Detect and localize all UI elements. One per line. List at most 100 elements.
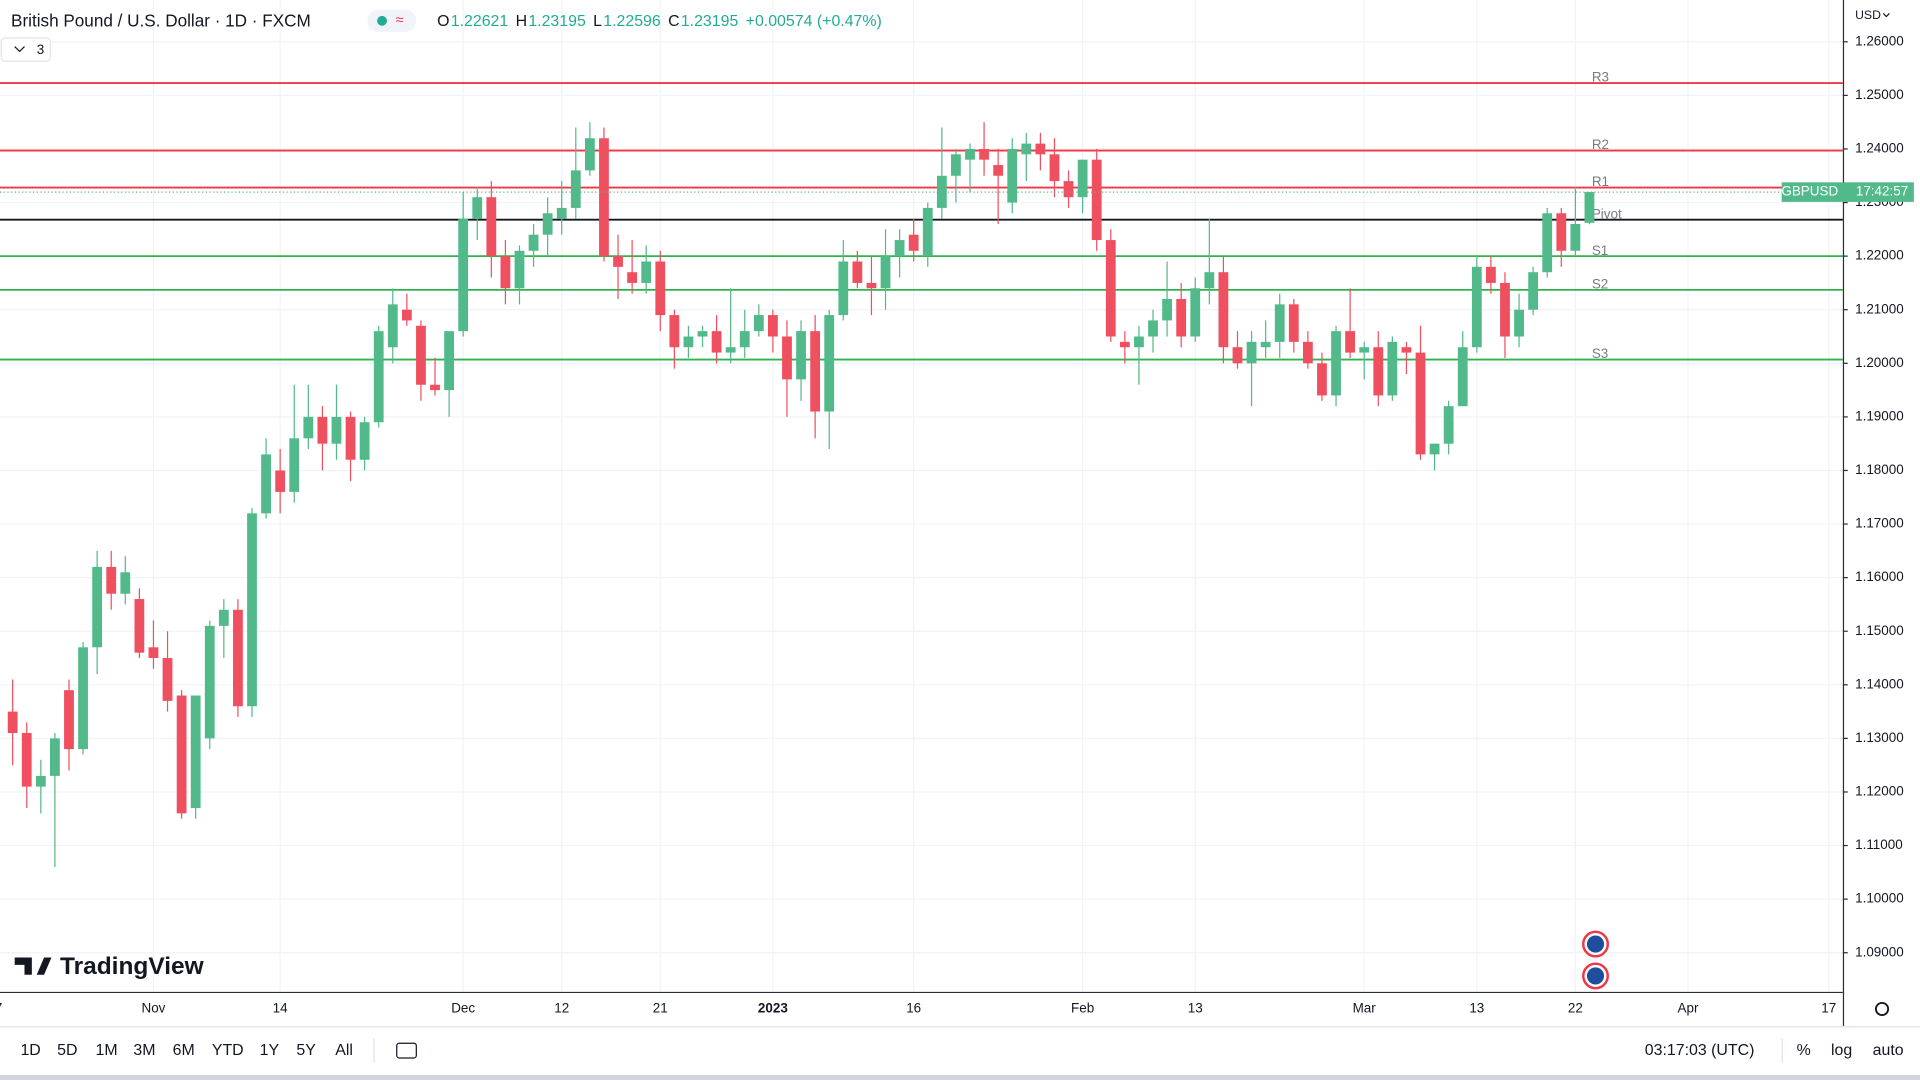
x-tick-label: 14 xyxy=(273,1001,288,1016)
candle-body xyxy=(697,331,708,337)
candle-body xyxy=(1260,341,1271,348)
candle-body xyxy=(176,695,187,814)
logo-text: TradingView xyxy=(60,953,205,980)
y-tick-label: 1.13000 xyxy=(1855,730,1904,745)
candle-body xyxy=(303,416,314,439)
candle-body xyxy=(500,256,511,289)
range-button[interactable]: 1D xyxy=(20,1042,40,1059)
ohlc-value: 1.22596 xyxy=(603,13,661,30)
candle-body xyxy=(824,315,835,412)
candle-body xyxy=(613,256,623,267)
candle-body xyxy=(683,336,694,348)
x-tick-label: 22 xyxy=(1568,1001,1583,1016)
candle-body xyxy=(1021,143,1032,155)
range-button[interactable]: 5Y xyxy=(296,1042,316,1059)
candle-body xyxy=(64,690,74,750)
ohlc-label: O xyxy=(437,13,449,30)
candle-body xyxy=(1500,282,1510,337)
auto-toggle[interactable]: auto xyxy=(1873,1042,1904,1059)
y-tick-label: 1.16000 xyxy=(1855,569,1904,584)
delay-icon: ≈ xyxy=(396,13,404,29)
candle-body xyxy=(655,261,666,316)
percent-toggle[interactable]: % xyxy=(1797,1042,1811,1059)
candle-body xyxy=(922,207,933,257)
range-button[interactable]: YTD xyxy=(212,1042,244,1059)
date-range-icon[interactable] xyxy=(396,1042,417,1059)
range-button[interactable]: 3M xyxy=(133,1042,155,1059)
ohlc-value: 1.23195 xyxy=(528,13,586,30)
range-button[interactable]: All xyxy=(335,1042,353,1059)
range-buttons: 1D 5D 1M 3M 6M YTD 1Y 5Y All xyxy=(20,1042,352,1059)
y-tick-label: 1.24000 xyxy=(1855,141,1904,156)
candle-body xyxy=(1119,341,1130,348)
candle-body xyxy=(430,384,440,391)
ohlc-value: 1.22621 xyxy=(451,13,509,30)
candle-body xyxy=(204,625,215,739)
grid xyxy=(0,0,1843,992)
flag-icon xyxy=(1586,967,1605,985)
candle-body xyxy=(401,309,412,321)
range-button[interactable]: 1M xyxy=(95,1042,117,1059)
candle-body xyxy=(78,647,88,750)
candle-body xyxy=(1190,288,1201,337)
candle-body xyxy=(1528,272,1539,310)
candle-body xyxy=(739,331,750,348)
candle-body xyxy=(528,234,539,251)
ohlc-label: L xyxy=(593,13,602,30)
change: +0.00574 (+0.47%) xyxy=(746,13,882,30)
candle-body xyxy=(570,170,581,208)
candle-body xyxy=(1232,347,1243,364)
candle-body xyxy=(345,416,356,460)
y-tick-label: 1.12000 xyxy=(1855,784,1904,799)
indicator-count: 3 xyxy=(37,42,44,57)
candle-body xyxy=(1091,159,1102,241)
candle-body xyxy=(1429,443,1440,455)
candle-body xyxy=(669,315,680,348)
candle-body xyxy=(1457,347,1468,407)
x-tick-label: 16 xyxy=(906,1001,921,1016)
y-tick-label: 1.21000 xyxy=(1855,301,1904,316)
status-pill xyxy=(367,9,417,32)
candle-body xyxy=(444,331,454,391)
x-tick-label: Apr xyxy=(1678,1001,1699,1016)
candle-body xyxy=(1049,154,1060,182)
candle-body xyxy=(725,347,736,353)
chevron xyxy=(1882,13,1890,18)
candle-body xyxy=(1063,181,1074,198)
candle-body xyxy=(866,282,877,289)
range-button[interactable]: 5D xyxy=(57,1042,77,1059)
candle-body xyxy=(486,197,497,257)
candle-body xyxy=(1288,304,1299,342)
candle-body xyxy=(1162,298,1172,321)
candle-body xyxy=(1471,266,1482,348)
candle-body xyxy=(1486,266,1496,283)
candle-body xyxy=(1246,341,1257,364)
candle-body xyxy=(247,513,257,707)
x-tick-label: 2023 xyxy=(758,1001,788,1016)
candle-body xyxy=(289,438,300,492)
candle-body xyxy=(359,422,370,460)
settings-icon[interactable] xyxy=(1875,1001,1890,1017)
candle-body xyxy=(880,256,891,289)
candle-body xyxy=(1373,347,1384,396)
ohlc-value: 1.23195 xyxy=(681,13,739,30)
candle-body xyxy=(711,331,722,353)
logo-mark xyxy=(14,957,52,975)
candle-body xyxy=(641,261,652,283)
indicator-toggle[interactable] xyxy=(0,37,51,62)
candle-body xyxy=(965,148,975,160)
candle-body xyxy=(50,738,60,776)
candle-body xyxy=(1148,320,1158,337)
candle-body xyxy=(134,599,145,653)
candle-body xyxy=(1218,272,1229,348)
candle-body xyxy=(120,572,131,594)
x-tick-label: Nov xyxy=(141,1001,165,1016)
log-toggle[interactable]: log xyxy=(1831,1042,1852,1059)
y-tick-label: 1.17000 xyxy=(1855,516,1904,531)
range-button[interactable]: 6M xyxy=(173,1042,195,1059)
candle-body xyxy=(261,454,271,514)
y-tick-label: 1.26000 xyxy=(1855,33,1904,48)
range-button[interactable]: 1Y xyxy=(260,1042,280,1059)
candle-body xyxy=(1443,406,1454,444)
